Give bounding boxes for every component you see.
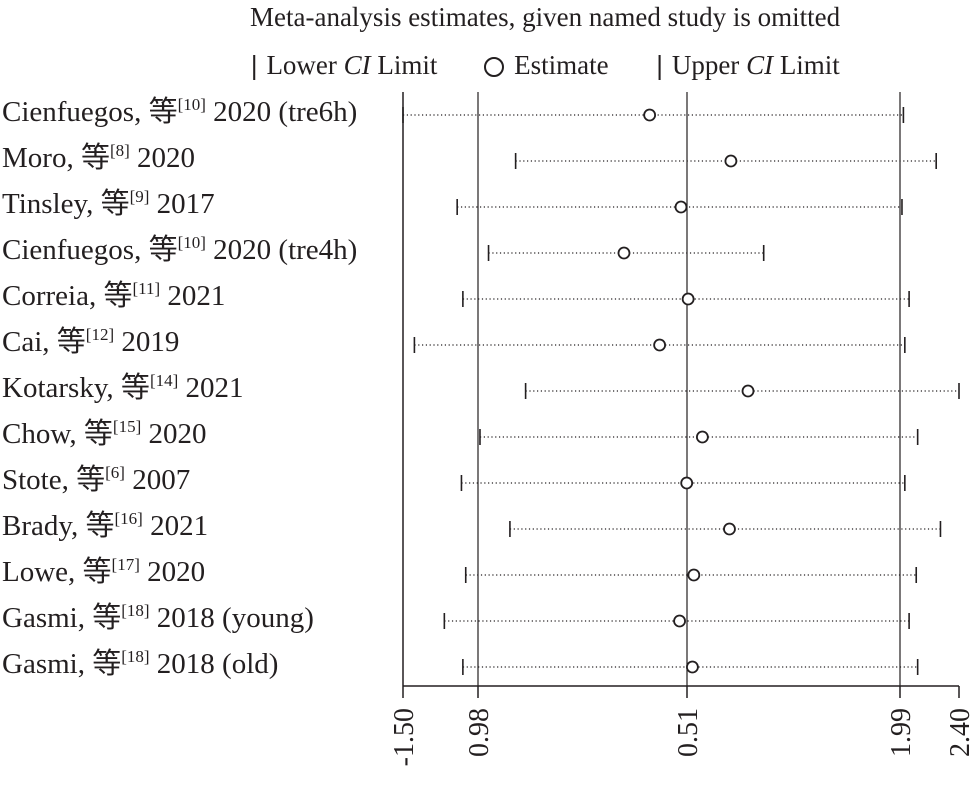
study-label: Chow, 等[15] 2020 — [2, 417, 207, 450]
legend-estimate-text: Estimate — [514, 50, 609, 80]
study-name: Tinsley, 等 — [2, 188, 130, 220]
study-name: Cienfuegos, 等 — [2, 234, 178, 266]
study-name: Lowe, 等 — [2, 556, 112, 588]
legend-upper-text-em: CI — [746, 50, 774, 80]
study-label: Kotarsky, 等[14] 2021 — [2, 371, 244, 404]
study-label: Cienfuegos, 等[10] 2020 (tre6h) — [2, 95, 358, 128]
study-name: Stote, 等 — [2, 464, 106, 496]
estimate-point — [723, 522, 736, 536]
study-year: 2020 — [141, 418, 207, 450]
study-ref: [18] — [121, 601, 150, 620]
study-ref: [10] — [177, 95, 206, 114]
legend-estimate: Estimate — [484, 50, 609, 81]
estimate-point — [687, 568, 701, 582]
study-label: Brady, 等[16] 2021 — [2, 509, 209, 542]
estimate-point — [741, 384, 755, 398]
study-name: Gasmi, 等 — [2, 602, 122, 634]
study-year: 2021 — [142, 510, 209, 542]
study-year: 2007 — [124, 464, 191, 496]
estimate-point — [695, 430, 709, 444]
study-year: 2020 — [129, 142, 196, 174]
x-tick-label: -1.50 — [389, 708, 420, 766]
estimate-point — [674, 200, 688, 214]
study-ref: [14] — [149, 371, 179, 390]
x-tick-label: 2.40 — [945, 708, 976, 757]
study-label: Stote, 等[6] 2007 — [2, 463, 191, 496]
study-name: Chow, 等 — [2, 418, 113, 450]
estimate-point — [673, 614, 686, 628]
x-tick-label: 0.98 — [464, 708, 495, 757]
estimate-point — [686, 660, 699, 674]
estimate-circle-icon — [484, 57, 505, 77]
study-year: 2020 — [139, 556, 206, 588]
study-ref: [15] — [112, 417, 142, 436]
study-ref: [9] — [129, 187, 150, 206]
chart-title: Meta-analysis estimates, given named stu… — [250, 2, 841, 32]
study-name: Kotarsky, 等 — [2, 372, 150, 404]
study-year: 2018 (young) — [149, 602, 314, 634]
study-ref: [8] — [109, 141, 130, 160]
x-tick-label: 0.51 — [673, 708, 704, 757]
x-tick-label: 1.99 — [886, 708, 917, 757]
study-name: Gasmi, 等 — [2, 648, 122, 680]
study-name: Cai, 等 — [2, 326, 86, 358]
study-year: 2017 — [149, 188, 215, 220]
study-year: 2018 (old) — [149, 648, 279, 680]
study-label: Moro, 等[8] 2020 — [2, 141, 196, 174]
estimate-point — [680, 476, 694, 490]
study-label: Gasmi, 等[18] 2018 (old) — [2, 647, 279, 680]
estimate-point — [617, 246, 631, 260]
study-year: 2020 (tre6h) — [205, 96, 358, 128]
study-ref: [12] — [85, 325, 115, 344]
study-label: Tinsley, 等[9] 2017 — [2, 187, 215, 220]
study-label: Cienfuegos, 等[10] 2020 (tre4h) — [2, 233, 358, 266]
study-labels: Cienfuegos, 等[10] 2020 (tre6h) Moro, 等[8]… — [0, 0, 403, 786]
study-year: 2021 — [160, 280, 226, 312]
legend-lower-limit: | Lower CI Limit — [250, 50, 437, 81]
study-year: 2020 (tre4h) — [205, 234, 358, 266]
legend: | Lower CI Limit Estimate | Upper CI Limit — [250, 50, 840, 81]
legend-upper-limit: | Upper CI Limit — [655, 50, 839, 81]
study-label: Cai, 等[12] 2019 — [2, 325, 180, 358]
study-ref: [6] — [105, 463, 125, 482]
study-name: Brady, 等 — [2, 510, 115, 542]
estimate-point — [653, 338, 667, 352]
study-ref: [16] — [114, 509, 143, 528]
study-name: Moro, 等 — [2, 142, 110, 174]
legend-upper-text-post: Limit — [773, 50, 840, 80]
lower-limit-tick-icon: | — [250, 51, 259, 80]
legend-upper-text-pre: Upper — [671, 50, 747, 80]
upper-limit-tick-icon: | — [655, 51, 664, 80]
study-ref: [17] — [111, 555, 140, 574]
study-year: 2021 — [178, 372, 244, 404]
study-label: Gasmi, 等[18] 2018 (young) — [2, 601, 314, 634]
estimate-point — [681, 292, 695, 306]
estimate-point — [643, 108, 657, 122]
study-label: Lowe, 等[17] 2020 — [2, 555, 206, 588]
legend-lower-text-pre: Lower — [266, 50, 344, 80]
study-ref: [11] — [132, 279, 161, 298]
study-year: 2019 — [114, 326, 180, 358]
legend-lower-text-em: CI — [343, 50, 371, 80]
study-name: Cienfuegos, 等 — [2, 96, 178, 128]
legend-lower-text-post: Limit — [370, 50, 438, 80]
study-ref: [18] — [121, 647, 150, 666]
study-ref: [10] — [177, 233, 206, 252]
study-label: Correia, 等[11] 2021 — [2, 279, 226, 312]
estimate-point — [724, 154, 738, 168]
study-name: Correia, 等 — [2, 280, 133, 312]
